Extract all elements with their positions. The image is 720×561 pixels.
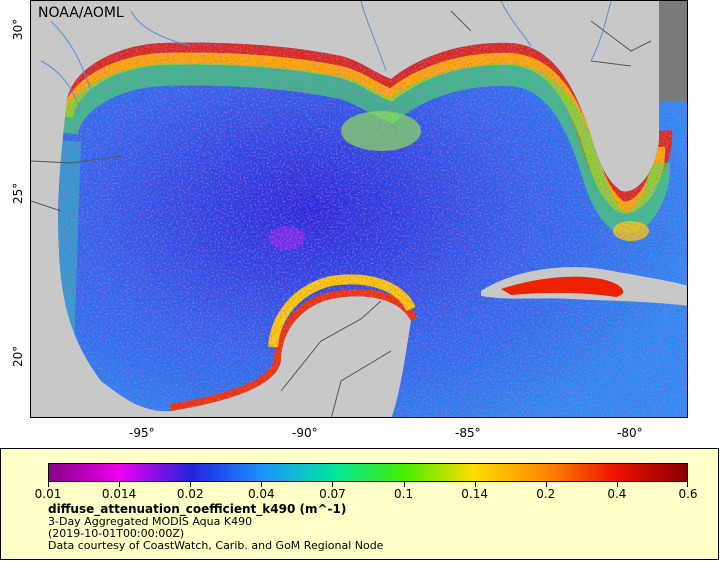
colorbar-tick [403, 482, 405, 487]
colorbar-tick [332, 482, 334, 487]
lon-label-80: -80° [617, 426, 643, 440]
colorbar-tick [119, 482, 121, 487]
colorbar-tick-label: 0.1 [394, 487, 414, 501]
yucatan-landmass [281, 305, 409, 417]
colorbar-tick-label: 0.04 [247, 487, 275, 501]
lon-label-85: -85° [455, 426, 481, 440]
source-label: Data courtesy of CoastWatch, Carib. and … [48, 539, 384, 552]
colorbar-tick-label: 0.2 [536, 487, 556, 501]
political-borders [31, 10, 652, 417]
time-label: (2019-10-01T00:00:00Z) [48, 527, 185, 540]
colorbar-tick [190, 482, 192, 487]
colorbar-tick [545, 482, 547, 487]
gulf-of-mexico-k490-map [31, 1, 687, 417]
lon-label-95: -95° [129, 426, 155, 440]
product-label: 3-Day Aggregated MODIS Aqua K490 [48, 515, 253, 528]
colorbar-tick-label: 0.014 [101, 487, 137, 501]
lat-label-30: 30° [11, 18, 25, 40]
colorbar-tick-label: 0.07 [319, 487, 346, 501]
colorbar-tick [687, 482, 688, 487]
credit-label: NOAA/AOML [38, 5, 124, 21]
variable-label: diffuse_attenuation_coefficient_k490 (m^… [48, 502, 347, 516]
rivers [40, 1, 612, 112]
colorbar-tick [474, 482, 476, 487]
colorbar-tick [48, 482, 49, 487]
colorbar-tick-label: 0.02 [176, 487, 204, 501]
cuba-coastal-band [501, 276, 624, 297]
lon-label-90: -90° [292, 426, 318, 440]
colorbar-tick [616, 482, 618, 487]
colorbar-tick-label: 0.4 [607, 487, 627, 501]
colorbar-tick [261, 482, 263, 487]
colorbar-tick-label: 0.6 [678, 487, 698, 501]
map-panel: NOAA/AOML [30, 0, 688, 418]
colorbar-tick-label: 0.14 [461, 487, 489, 501]
lat-label-20: 20° [11, 345, 25, 367]
colorbar-tick-label: 0.01 [34, 487, 62, 501]
colorbar [48, 463, 688, 482]
lat-label-25: 25° [11, 182, 25, 204]
